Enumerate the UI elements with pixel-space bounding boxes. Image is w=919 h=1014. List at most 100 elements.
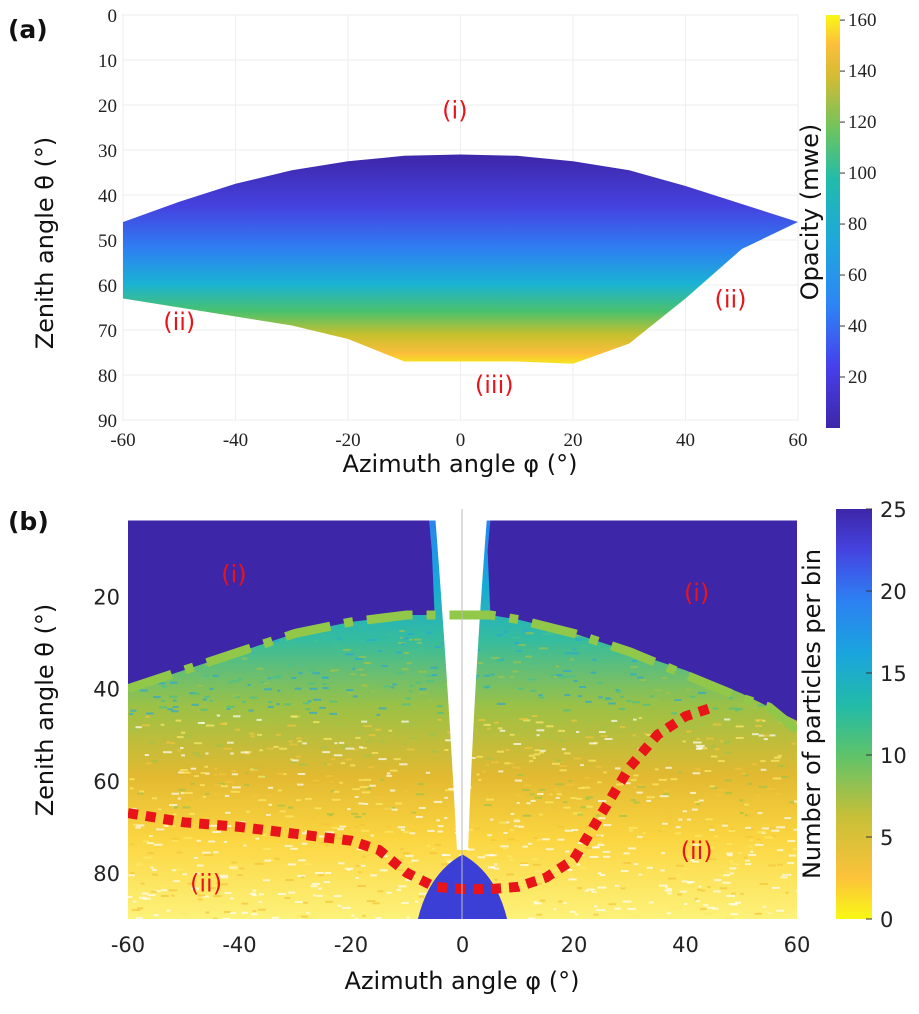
noise-speck — [584, 776, 591, 779]
noise-speck — [430, 750, 438, 753]
noise-speck — [132, 823, 137, 826]
noise-speck — [312, 909, 319, 912]
noise-speck — [226, 708, 231, 710]
noise-speck — [745, 828, 755, 831]
noise-speck — [725, 751, 732, 754]
noise-speck — [537, 793, 544, 795]
noise-speck — [537, 878, 543, 881]
noise-speck — [276, 772, 284, 775]
noise-speck — [659, 884, 668, 887]
noise-speck — [163, 751, 172, 754]
noise-speck — [399, 630, 405, 633]
noise-speck — [776, 826, 785, 829]
noise-speck — [551, 762, 560, 765]
noise-speck — [322, 634, 326, 637]
noise-speck — [400, 828, 405, 831]
noise-speck — [297, 715, 303, 718]
noise-speck — [602, 850, 611, 853]
noise-speck — [570, 658, 575, 661]
noise-speck — [626, 700, 632, 702]
colorbar-tick-label: 15 — [880, 662, 907, 686]
noise-speck — [752, 733, 759, 736]
noise-speck — [519, 718, 528, 721]
noise-speck — [597, 843, 605, 846]
noise-speck — [258, 908, 266, 911]
noise-speck — [257, 733, 263, 736]
noise-speck — [204, 807, 209, 810]
noise-speck — [287, 806, 294, 809]
panel-a-y-axis-label: Zenith angle θ (°) — [31, 137, 59, 350]
noise-speck — [398, 869, 404, 872]
noise-speck — [401, 642, 405, 645]
noise-speck — [436, 819, 440, 822]
noise-speck — [298, 763, 308, 766]
noise-speck — [667, 892, 672, 895]
noise-speck — [145, 762, 152, 765]
noise-speck — [297, 773, 306, 775]
noise-speck — [675, 826, 681, 829]
noise-speck — [630, 799, 636, 802]
noise-speck — [597, 660, 603, 663]
noise-speck — [576, 731, 580, 733]
noise-speck — [324, 872, 331, 874]
noise-speck — [354, 657, 364, 660]
noise-speck — [520, 651, 525, 654]
noise-speck — [506, 873, 514, 876]
noise-speck — [181, 754, 185, 757]
noise-speck — [646, 733, 652, 736]
noise-speck — [425, 771, 431, 774]
noise-speck — [638, 717, 642, 720]
noise-speck — [209, 699, 213, 702]
noise-speck — [447, 860, 453, 863]
noise-speck — [665, 816, 673, 819]
noise-speck — [372, 728, 381, 731]
noise-speck — [135, 863, 143, 866]
noise-speck — [555, 674, 563, 677]
noise-speck — [331, 798, 341, 801]
noise-speck — [657, 830, 662, 832]
noise-speck — [445, 739, 452, 742]
noise-speck — [364, 662, 372, 665]
noise-speck — [719, 887, 728, 890]
noise-speck — [201, 895, 209, 898]
noise-speck — [132, 900, 137, 903]
noise-speck — [723, 874, 731, 877]
noise-speck — [741, 772, 746, 775]
noise-speck — [312, 913, 316, 916]
noise-speck — [344, 867, 354, 870]
noise-speck — [735, 737, 744, 739]
noise-speck — [532, 757, 536, 759]
noise-speck — [537, 838, 541, 841]
noise-speck — [444, 789, 454, 792]
noise-speck — [272, 916, 279, 919]
noise-speck — [743, 774, 749, 777]
region-label: (ii) — [163, 308, 195, 336]
noise-speck — [620, 887, 626, 890]
noise-speck — [197, 684, 203, 687]
noise-speck — [301, 842, 308, 845]
colorbar-tick-label: 5 — [880, 826, 893, 850]
noise-speck — [362, 855, 366, 858]
panel-a-y-tick-labels: 0 10 20 30 40 50 60 70 80 90 — [98, 6, 117, 432]
noise-speck — [161, 685, 167, 688]
noise-speck — [491, 839, 496, 841]
noise-speck — [358, 656, 366, 659]
noise-speck — [210, 887, 216, 890]
noise-speck — [739, 799, 744, 802]
noise-speck — [754, 810, 761, 813]
noise-speck — [322, 803, 326, 806]
noise-speck — [417, 783, 424, 785]
noise-speck — [761, 832, 766, 834]
noise-speck — [196, 755, 202, 758]
noise-speck — [167, 708, 174, 711]
noise-speck — [570, 910, 576, 913]
noise-speck — [166, 909, 171, 912]
noise-speck — [241, 657, 248, 660]
noise-speck — [558, 900, 563, 903]
noise-speck — [415, 793, 425, 796]
noise-speck — [757, 830, 766, 833]
noise-speck — [157, 682, 166, 685]
noise-speck — [287, 863, 297, 866]
noise-speck — [146, 712, 154, 715]
noise-speck — [177, 749, 182, 752]
